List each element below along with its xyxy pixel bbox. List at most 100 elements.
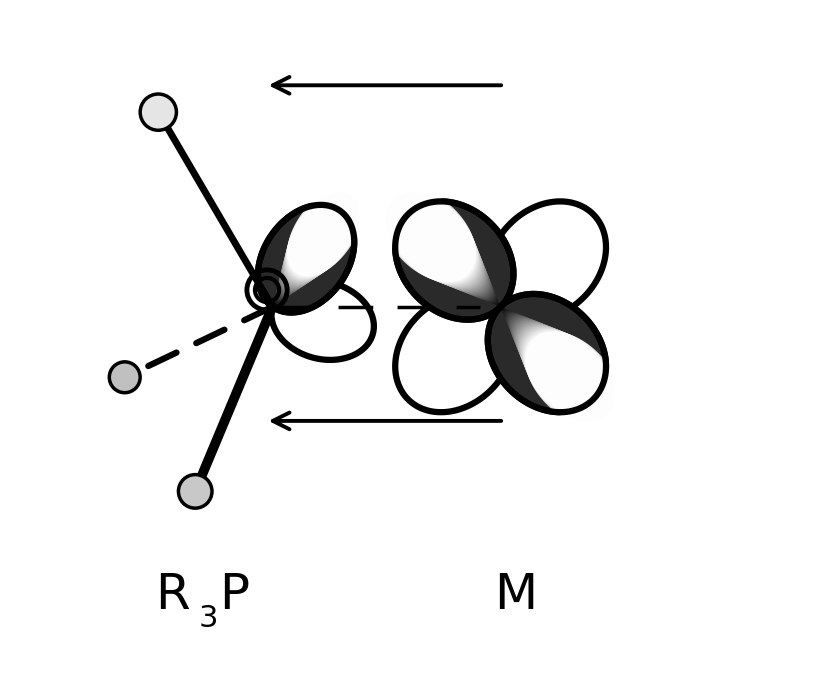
Polygon shape [518, 325, 587, 394]
Polygon shape [285, 200, 353, 280]
Polygon shape [278, 259, 308, 295]
Text: 3: 3 [198, 604, 218, 633]
Polygon shape [395, 202, 513, 319]
Polygon shape [504, 310, 516, 323]
Text: M: M [493, 571, 536, 619]
Circle shape [109, 362, 140, 393]
Polygon shape [413, 220, 482, 288]
Polygon shape [520, 327, 595, 402]
Polygon shape [509, 315, 540, 346]
Polygon shape [282, 232, 328, 288]
Circle shape [179, 474, 212, 508]
Polygon shape [510, 317, 547, 355]
Polygon shape [280, 243, 319, 290]
Polygon shape [477, 283, 495, 302]
Polygon shape [271, 280, 373, 360]
Polygon shape [278, 255, 311, 294]
Polygon shape [287, 188, 361, 276]
Polygon shape [389, 196, 477, 284]
Polygon shape [505, 312, 523, 330]
Polygon shape [441, 247, 487, 295]
Polygon shape [286, 196, 355, 278]
Polygon shape [405, 212, 480, 287]
Polygon shape [449, 255, 489, 296]
Polygon shape [276, 275, 296, 299]
Polygon shape [274, 295, 281, 304]
Polygon shape [437, 243, 486, 294]
Polygon shape [473, 279, 494, 301]
Polygon shape [512, 318, 555, 362]
Polygon shape [421, 228, 483, 290]
Polygon shape [509, 316, 544, 350]
Polygon shape [409, 216, 481, 288]
Polygon shape [484, 291, 496, 303]
Polygon shape [508, 314, 536, 342]
Polygon shape [488, 295, 497, 305]
Polygon shape [480, 287, 495, 303]
Polygon shape [525, 332, 618, 425]
Circle shape [140, 94, 176, 130]
Polygon shape [468, 275, 493, 300]
Polygon shape [511, 317, 551, 359]
Polygon shape [283, 220, 337, 284]
Polygon shape [284, 208, 346, 282]
Polygon shape [284, 212, 344, 282]
Polygon shape [274, 291, 284, 303]
Polygon shape [432, 239, 486, 293]
Polygon shape [487, 294, 605, 412]
Polygon shape [503, 309, 512, 319]
Polygon shape [282, 228, 332, 286]
Polygon shape [445, 251, 488, 295]
Polygon shape [518, 324, 583, 390]
Polygon shape [492, 299, 498, 305]
Polygon shape [502, 309, 508, 315]
Polygon shape [281, 235, 326, 288]
Polygon shape [397, 204, 478, 285]
Polygon shape [273, 303, 275, 306]
Polygon shape [277, 267, 302, 297]
Polygon shape [283, 216, 341, 284]
Polygon shape [522, 328, 603, 410]
Polygon shape [453, 259, 490, 297]
Polygon shape [258, 205, 354, 313]
Polygon shape [425, 232, 484, 291]
Polygon shape [501, 307, 504, 311]
Polygon shape [395, 294, 513, 412]
Polygon shape [275, 279, 293, 300]
Polygon shape [507, 313, 532, 338]
Polygon shape [506, 313, 527, 334]
Polygon shape [273, 299, 278, 305]
Polygon shape [517, 324, 579, 386]
Polygon shape [487, 202, 605, 319]
Polygon shape [515, 321, 571, 378]
Polygon shape [521, 328, 599, 406]
Polygon shape [280, 239, 323, 290]
Polygon shape [275, 283, 290, 301]
Polygon shape [456, 264, 491, 298]
Polygon shape [519, 326, 591, 398]
Polygon shape [277, 271, 299, 298]
Polygon shape [382, 188, 475, 282]
Polygon shape [523, 330, 611, 418]
Polygon shape [464, 271, 492, 299]
Polygon shape [401, 208, 479, 286]
Polygon shape [386, 192, 476, 283]
Polygon shape [429, 235, 485, 292]
Polygon shape [287, 192, 359, 278]
Polygon shape [513, 319, 559, 366]
Polygon shape [460, 267, 491, 299]
Polygon shape [285, 204, 350, 280]
Polygon shape [523, 329, 607, 414]
Polygon shape [516, 322, 575, 382]
Polygon shape [274, 287, 287, 302]
Text: P: P [219, 571, 248, 619]
Polygon shape [514, 320, 563, 370]
Polygon shape [417, 224, 482, 290]
Polygon shape [279, 251, 314, 293]
Polygon shape [393, 200, 477, 284]
Polygon shape [514, 321, 568, 374]
Polygon shape [505, 311, 520, 327]
Polygon shape [283, 224, 335, 286]
Polygon shape [279, 247, 317, 292]
Polygon shape [278, 264, 305, 296]
